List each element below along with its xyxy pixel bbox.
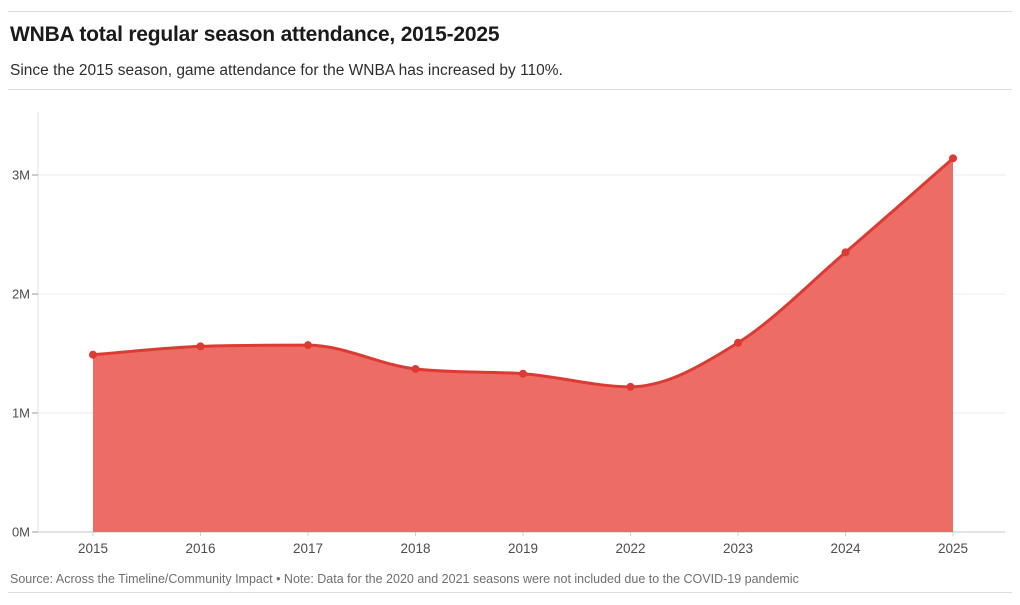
chart-subtitle: Since the 2015 season, game attendance f… xyxy=(10,62,563,79)
data-point-2022[interactable] xyxy=(626,382,635,391)
x-tick-label: 2017 xyxy=(293,541,323,556)
x-tick-label: 2018 xyxy=(400,541,430,556)
data-point-2025[interactable] xyxy=(949,154,957,163)
y-tick-label: 0M xyxy=(12,525,30,540)
x-tick-label: 2023 xyxy=(723,541,753,556)
x-tick-label: 2022 xyxy=(615,541,645,556)
x-tick-label: 2024 xyxy=(830,541,861,556)
header-divider xyxy=(8,89,1012,90)
data-point-2018[interactable] xyxy=(411,364,420,373)
source-note: Source: Across the Timeline/Community Im… xyxy=(10,572,799,586)
data-point-2016[interactable] xyxy=(196,342,205,351)
data-point-2017[interactable] xyxy=(304,341,312,350)
data-point-2015[interactable] xyxy=(89,350,97,359)
x-tick-label: 2015 xyxy=(78,541,108,556)
y-tick-label: 2M xyxy=(12,287,30,302)
y-tick-label: 3M xyxy=(12,168,30,183)
y-tick-label: 1M xyxy=(12,406,30,421)
x-tick-label: 2019 xyxy=(508,541,538,556)
chart-title: WNBA total regular season attendance, 20… xyxy=(10,23,500,46)
area-fill xyxy=(93,158,953,532)
data-point-2023[interactable] xyxy=(734,338,742,347)
x-tick-label: 2016 xyxy=(185,541,215,556)
data-point-2024[interactable] xyxy=(841,248,850,257)
x-tick-label: 2025 xyxy=(938,541,968,556)
bottom-divider xyxy=(8,592,1012,593)
top-divider xyxy=(8,11,1012,12)
data-point-2019[interactable] xyxy=(519,369,527,378)
